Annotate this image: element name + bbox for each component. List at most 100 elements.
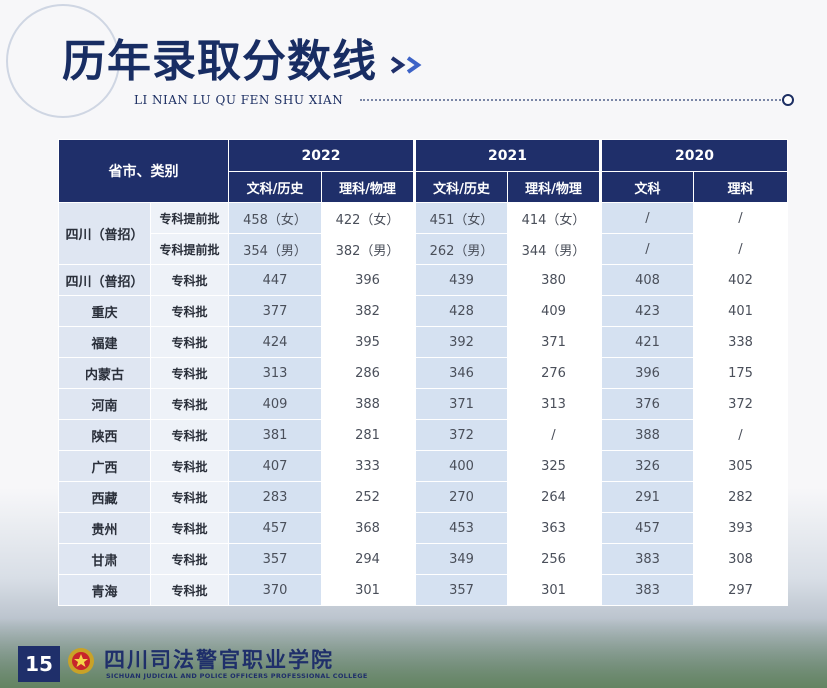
subject-header: 文科/历史 xyxy=(414,171,508,203)
score-cell: 396 xyxy=(321,264,416,296)
page-title: 历年录取分数线 xyxy=(62,36,377,87)
category-cell: 专科批 xyxy=(150,419,229,451)
score-cell: 346 xyxy=(414,357,508,389)
score-cell: / xyxy=(693,419,788,451)
category-cell: 专科批 xyxy=(150,388,229,420)
score-cell: 393 xyxy=(693,512,788,544)
table-row: 陕西 专科批 381 281 372/388/ xyxy=(58,419,788,451)
table-row: 四川（普招） 专科提前批 458（女） 422（女） 451（女） 414（女）… xyxy=(58,202,788,265)
score-cell: 414（女） xyxy=(507,202,602,234)
subject-header: 理科/物理 xyxy=(507,171,602,203)
category-cell: 专科批 xyxy=(150,357,229,389)
score-cell: 294 xyxy=(321,543,416,575)
score-cell: 338 xyxy=(693,326,788,358)
school-name-en: SICHUAN JUDICIAL AND POLICE OFFICERS PRO… xyxy=(106,672,368,680)
score-cell: 377 xyxy=(228,295,322,327)
score-cell: 400 xyxy=(414,450,508,482)
page-subtitle: LI NIAN LU QU FEN SHU XIAN xyxy=(134,93,344,107)
score-cell: 424 xyxy=(228,326,322,358)
category-cell: 专科批 xyxy=(150,450,229,482)
score-cell: 349 xyxy=(414,543,508,575)
score-cell: 376 xyxy=(600,388,694,420)
score-cell: 421 xyxy=(600,326,694,358)
province-cell: 重庆 xyxy=(58,295,151,327)
score-cell: 325 xyxy=(507,450,602,482)
province-cell: 河南 xyxy=(58,388,151,420)
score-cell: 256 xyxy=(507,543,602,575)
score-cell: 371 xyxy=(414,388,508,420)
score-cell: 408 xyxy=(600,264,694,296)
score-cell: 401 xyxy=(693,295,788,327)
category-cell: 专科批 xyxy=(150,295,229,327)
province-cell: 贵州 xyxy=(58,512,151,544)
score-cell: 407 xyxy=(228,450,322,482)
score-cell: 402 xyxy=(693,264,788,296)
score-cell: 297 xyxy=(693,574,788,606)
police-emblem-icon xyxy=(68,648,94,674)
page-number: 15 xyxy=(18,646,60,682)
score-cell: 382（男） xyxy=(321,233,416,265)
score-cell: 368 xyxy=(321,512,416,544)
category-cell: 专科提前批 xyxy=(150,202,229,234)
table-row: 贵州 专科批 457 368 453 363 457 393 xyxy=(58,512,788,544)
score-cell: 308 xyxy=(693,543,788,575)
table-row: 河南 专科批 409 388 371 313 376 372 xyxy=(58,388,788,420)
score-cell: 291 xyxy=(600,481,694,513)
score-cell: 301 xyxy=(507,574,602,606)
province-cell: 甘肃 xyxy=(58,543,151,575)
subject-header: 文科 xyxy=(600,171,694,203)
score-cell: 301 xyxy=(321,574,416,606)
score-cell: 457 xyxy=(228,512,322,544)
score-cell: 333 xyxy=(321,450,416,482)
score-cell: 372 xyxy=(414,419,508,451)
subject-header: 理科/物理 xyxy=(321,171,416,203)
subject-header-row: 文科/历史 理科/物理 文科/历史 理科/物理 文科 理科 xyxy=(59,171,788,203)
category-cell: 专科批 xyxy=(150,574,229,606)
province-cell: 四川（普招） xyxy=(58,264,151,296)
corner-header: 省市、类别 xyxy=(58,139,229,203)
score-cell: 383 xyxy=(600,574,694,606)
score-cell: 363 xyxy=(507,512,602,544)
score-cell: 305 xyxy=(693,450,788,482)
score-cell: 423 xyxy=(600,295,694,327)
score-cell: 392 xyxy=(414,326,508,358)
table-row: 内蒙古 专科批 313 286 346 276 396 175 xyxy=(58,357,788,389)
score-cell: 276 xyxy=(507,357,602,389)
decorative-circle xyxy=(6,4,120,118)
category-cell: 专科批 xyxy=(150,326,229,358)
score-cell: 458（女） xyxy=(228,202,322,234)
category-cell: 专科批 xyxy=(150,543,229,575)
table-row: 甘肃 专科批 357 294 349 256 383 308 xyxy=(58,543,788,575)
score-cell: 409 xyxy=(507,295,602,327)
score-cell: 371 xyxy=(507,326,602,358)
year-header-2020: 2020 xyxy=(600,139,788,172)
table-row: 重庆 专科批 377 382 428 409 423 401 xyxy=(58,295,788,327)
score-cell: 281 xyxy=(321,419,416,451)
double-chevron-icon xyxy=(390,56,422,74)
score-cell: 388 xyxy=(321,388,416,420)
score-cell: / xyxy=(693,202,788,234)
table-row: 广西 专科批 407 333 400 325 326 305 xyxy=(58,450,788,482)
table-row: 专科提前批 354（男） 382（男） 262（男） 344（男） / / xyxy=(59,233,788,265)
province-cell: 陕西 xyxy=(58,419,151,451)
score-cell: 388 xyxy=(600,419,694,451)
table-row: 福建 专科批 424 395 392 371 421 338 xyxy=(58,326,788,358)
table-row: 青海 专科批 370 301 357 301 383 297 xyxy=(58,574,788,606)
province-cell: 广西 xyxy=(58,450,151,482)
category-cell: 专科批 xyxy=(150,264,229,296)
score-cell: 283 xyxy=(228,481,322,513)
score-cell: 313 xyxy=(507,388,602,420)
dotted-divider xyxy=(360,99,784,101)
divider-end-circle xyxy=(782,94,794,106)
year-header-row: 省市、类别 2022 2021 2020 xyxy=(58,139,788,203)
category-cell: 专科批 xyxy=(150,481,229,513)
score-cell: 326 xyxy=(600,450,694,482)
score-cell: 428 xyxy=(414,295,508,327)
year-header-2022: 2022 xyxy=(228,139,416,172)
score-cell: 357 xyxy=(414,574,508,606)
score-cell: 451（女） xyxy=(414,202,508,234)
score-cell: 252 xyxy=(321,481,416,513)
category-cell: 专科提前批 xyxy=(150,233,229,265)
score-cell: 264 xyxy=(507,481,602,513)
province-cell: 福建 xyxy=(58,326,151,358)
